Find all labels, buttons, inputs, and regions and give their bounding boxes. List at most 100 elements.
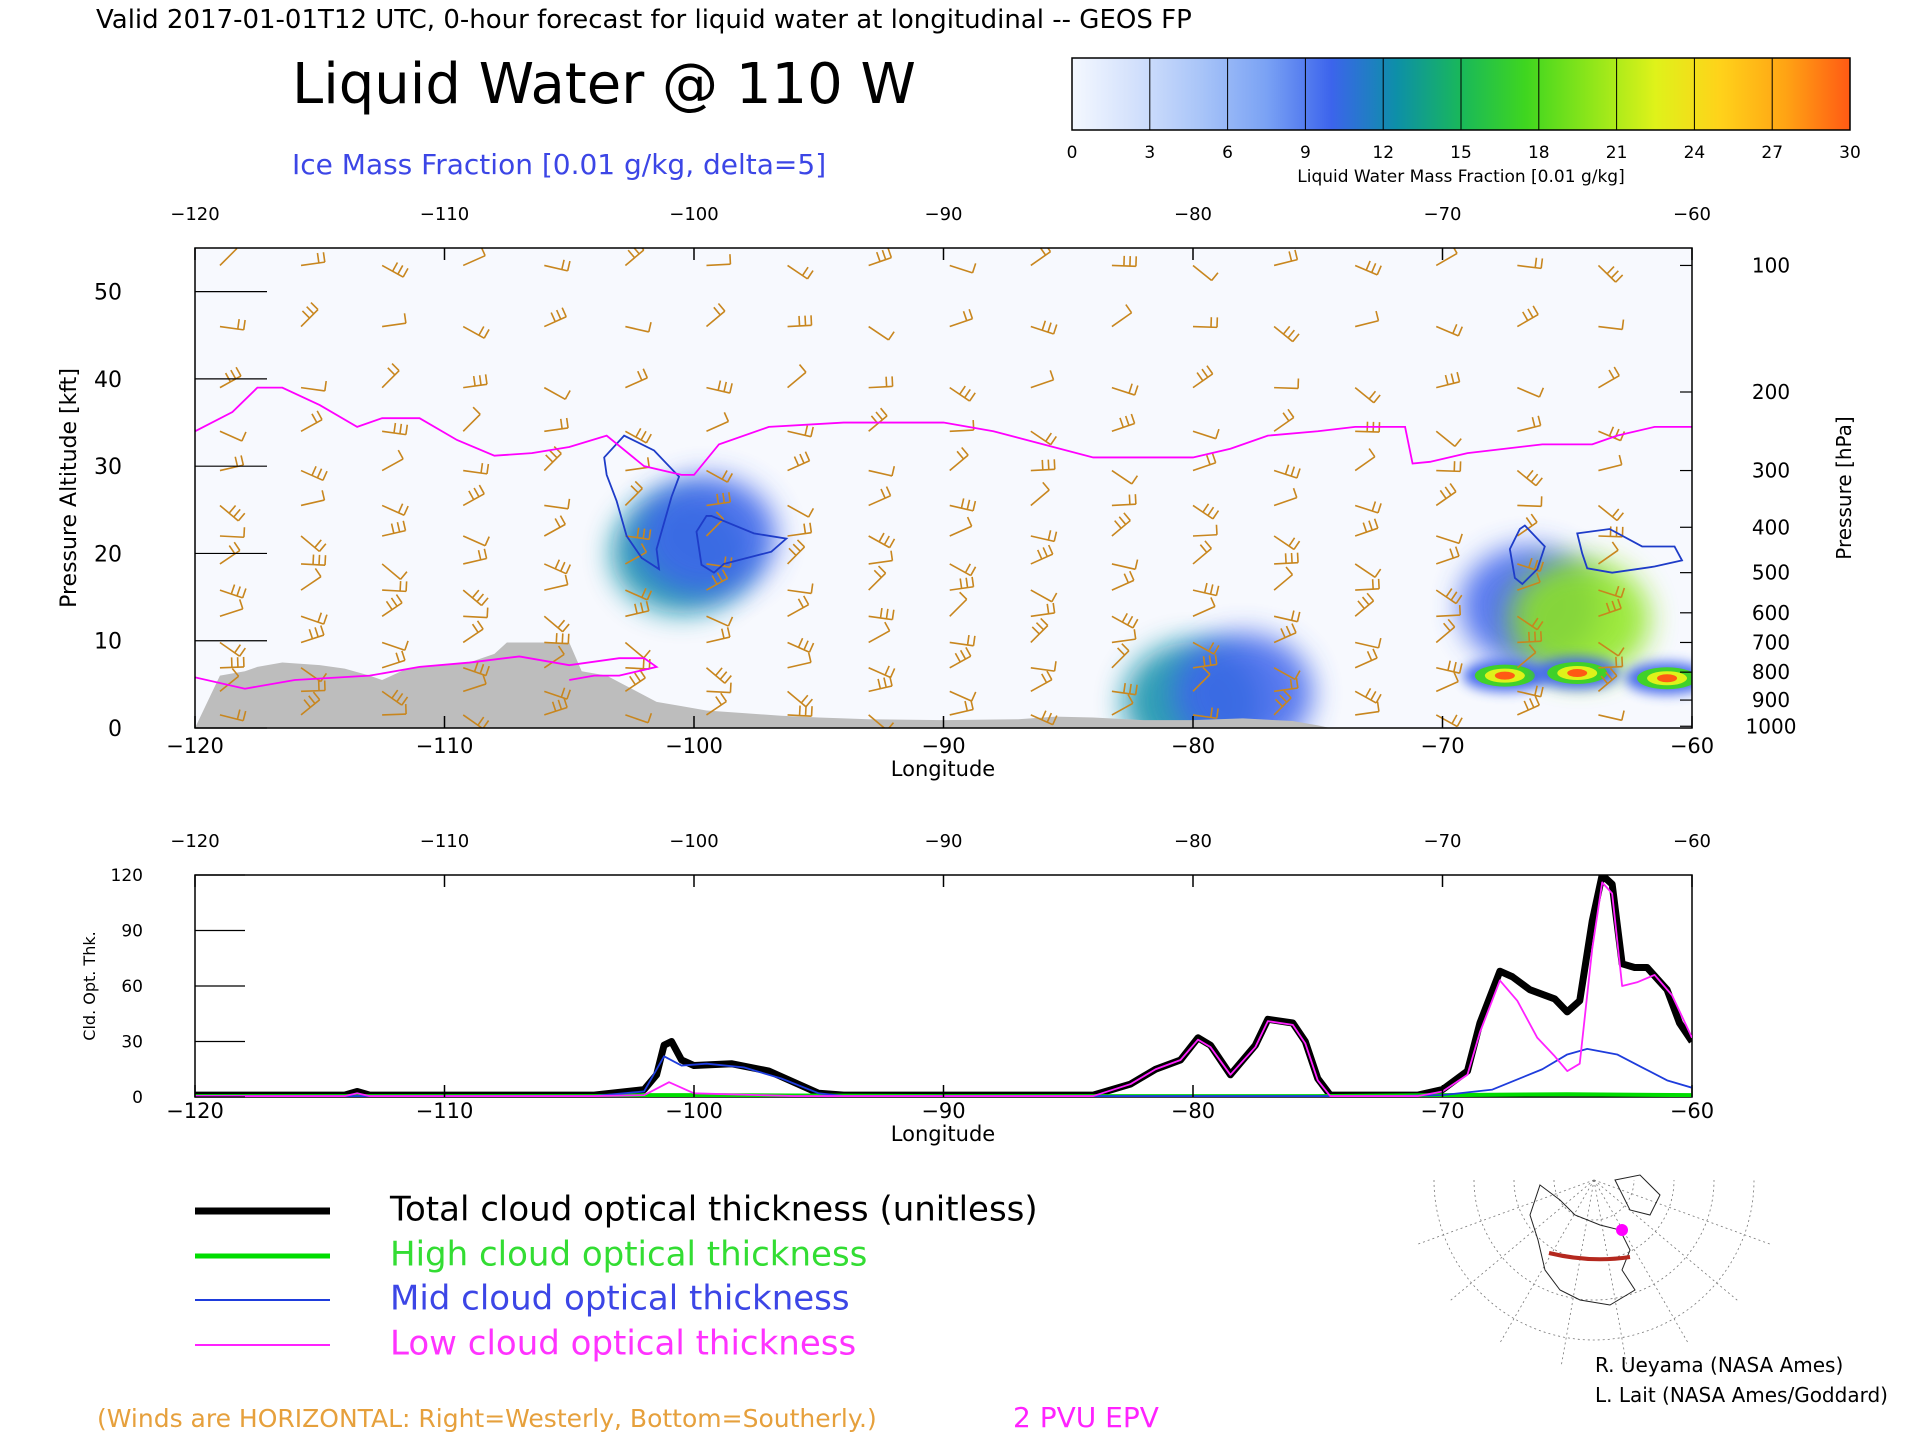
wind-barb xyxy=(949,386,971,402)
wind-barb-feather xyxy=(630,485,639,494)
y-tick-label: 50 xyxy=(94,281,122,306)
wind-barb-feather xyxy=(1364,688,1372,698)
wind-barb-feather xyxy=(316,410,323,421)
wind-barb-feather xyxy=(399,581,402,592)
wind-barb-feather xyxy=(1617,598,1622,609)
wind-barb xyxy=(868,469,893,477)
wind-barb-feather xyxy=(557,699,563,710)
wind-barb-feather xyxy=(1525,517,1533,527)
wind-barb-feather xyxy=(1611,508,1620,518)
wind-barb-feather xyxy=(1377,503,1382,514)
wind-barb-feather xyxy=(1132,618,1139,629)
wind-barb-feather xyxy=(1534,631,1537,642)
wind-barb-feather xyxy=(1450,591,1458,601)
wind-barb xyxy=(1597,641,1619,657)
wind-barb-feather xyxy=(1368,448,1376,458)
wind-barb-feather xyxy=(961,446,969,456)
credit-1: R. Ueyama (NASA Ames) xyxy=(1595,1353,1843,1377)
pressure-tick-label: 700 xyxy=(1752,630,1790,654)
wind-barb-feather xyxy=(966,499,971,510)
wind-barb-feather xyxy=(720,628,725,639)
wind-barb xyxy=(787,504,809,518)
wind-barb xyxy=(219,549,241,565)
wind-barb-feather xyxy=(1366,650,1373,661)
wind-barb xyxy=(1355,710,1380,716)
wind-barb-feather xyxy=(722,492,726,504)
wind-barb-feather xyxy=(1371,501,1377,512)
wind-barb-feather xyxy=(1123,512,1131,522)
wind-barb-feather xyxy=(641,587,647,598)
wind-barb-feather xyxy=(642,368,649,379)
wind-barb-feather xyxy=(1374,568,1382,578)
wind-barb-feather xyxy=(883,535,890,546)
wind-barb xyxy=(1111,386,1135,396)
wind-barb xyxy=(705,310,726,328)
wind-barb xyxy=(949,429,974,433)
wind-barb xyxy=(1517,690,1541,698)
wind-barb xyxy=(381,458,404,472)
wind-barb-feather xyxy=(1522,311,1529,321)
wind-barb xyxy=(1598,589,1622,599)
wind-barb-feather xyxy=(1212,510,1220,520)
wind-barb-feather xyxy=(1285,566,1294,576)
wind-barb-feather xyxy=(796,539,806,548)
lower-x-tick-label-top: −110 xyxy=(420,831,469,852)
wind-barb-feather xyxy=(1371,579,1374,590)
wind-barb-feather xyxy=(559,515,566,525)
wind-barb-feather xyxy=(875,411,884,421)
wind-barb-feather xyxy=(1377,637,1382,649)
wind-barb-feather xyxy=(554,559,561,570)
wind-barb xyxy=(868,630,891,644)
wind-barb-feather xyxy=(403,313,407,324)
x-tick-label: −110 xyxy=(416,734,474,758)
wind-barb-feather xyxy=(1121,612,1128,623)
wind-barb xyxy=(706,700,727,716)
wind-barb-feather xyxy=(1449,483,1457,493)
wind-barb xyxy=(1435,325,1459,337)
wind-barb-feather xyxy=(959,591,968,600)
wind-barbs xyxy=(219,248,1626,728)
wind-barb xyxy=(300,576,322,591)
wind-barb-feather xyxy=(560,687,566,698)
map-meridian xyxy=(1593,1179,1773,1246)
wind-barb xyxy=(949,598,968,617)
map-inset-frame xyxy=(1495,1163,1693,1311)
map-meridian xyxy=(1448,1179,1595,1303)
wind-barb-feather xyxy=(639,602,644,613)
wind-barb-feather xyxy=(1605,671,1613,681)
wind-barb-feather xyxy=(318,554,321,565)
wind-barb xyxy=(949,264,973,274)
wind-barb-feather xyxy=(1540,258,1544,269)
wind-barb xyxy=(462,325,485,339)
wind-barb-feather xyxy=(234,644,242,654)
wind-barb xyxy=(219,641,241,657)
wind-barb-feather xyxy=(1041,710,1047,721)
wind-barb-feather xyxy=(965,577,969,588)
wind-barb-feather xyxy=(230,584,236,595)
wind-barb-feather xyxy=(1534,257,1538,268)
wind-barb-feather xyxy=(1534,695,1541,706)
pressure-tick-label: 900 xyxy=(1752,688,1790,712)
x-tick-label: −70 xyxy=(1420,734,1464,758)
wind-barb-feather xyxy=(1455,594,1463,604)
wind-barb-feather xyxy=(401,650,406,661)
wind-barb-feather xyxy=(726,627,731,638)
wind-barb xyxy=(787,371,807,389)
wind-barb-feather xyxy=(1287,329,1295,339)
wind-barb-feather xyxy=(715,511,725,520)
wind-barb-feather xyxy=(385,600,393,611)
wind-barb xyxy=(949,454,969,472)
wind-barb xyxy=(624,487,643,507)
wind-barb-feather xyxy=(807,507,815,518)
wind-barb xyxy=(1597,549,1619,565)
wind-barb-feather xyxy=(1290,466,1296,477)
wind-barb-feather xyxy=(1201,368,1209,378)
legend: Total cloud optical thickness (unitless)… xyxy=(195,1190,1038,1364)
wind-barb-feather xyxy=(1047,530,1052,541)
wind-barb-feather xyxy=(545,454,554,463)
wind-barb-feather xyxy=(565,417,569,429)
wind-barb-feather xyxy=(627,249,636,259)
wind-barb-feather xyxy=(635,427,642,438)
wind-barb-feather xyxy=(1372,648,1378,659)
wind-barb-feather xyxy=(717,380,722,391)
